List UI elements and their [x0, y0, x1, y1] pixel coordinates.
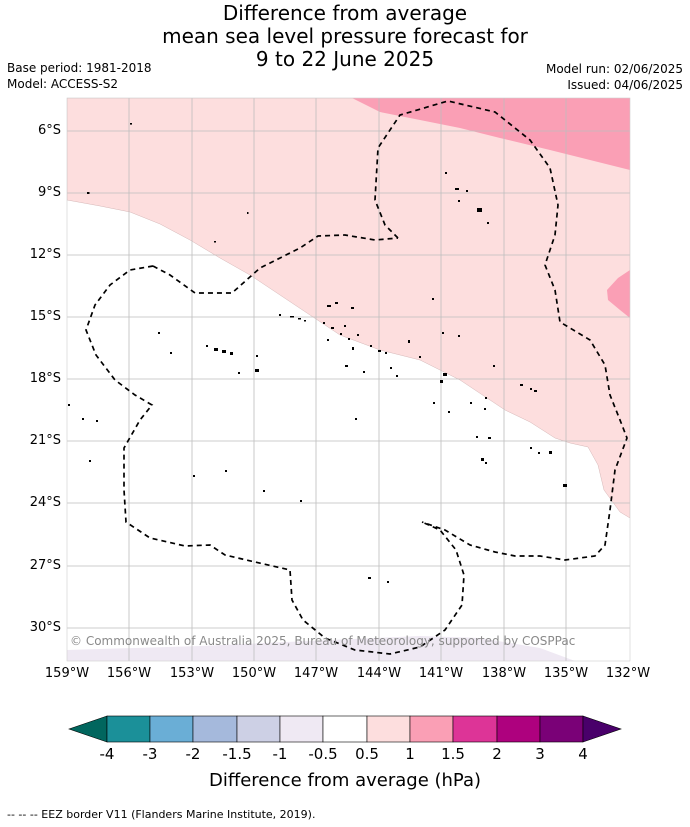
colorbar: [68, 715, 622, 743]
colorbar-segment-3: [192, 715, 238, 743]
colorbar-segment-2: [149, 715, 194, 743]
colorbar-tick: 0.5: [355, 745, 379, 763]
eez-border-southwest: [85, 265, 465, 655]
lon-label-144w: 144°W: [356, 666, 402, 681]
lon-label-132w: 132°W: [605, 666, 651, 681]
colorbar-label: Difference from average (hPa): [208, 770, 482, 791]
base-period: Base period: 1981-2018: [7, 61, 152, 75]
colorbar-tick: -4: [99, 745, 115, 763]
anomaly-region-light-pink: [67, 98, 630, 519]
eez-legend-footer: -- -- -- EEZ border V11 (Flanders Marine…: [7, 808, 316, 821]
colorbar-arrow-left: [68, 715, 108, 743]
colorbar-tick: -2: [185, 745, 201, 763]
colorbar-tick: 4: [578, 745, 588, 763]
colorbar-tick: 1: [405, 745, 415, 763]
colorbar-segment-9: [452, 715, 498, 743]
anomaly-region-pink-north: [352, 98, 630, 170]
lat-label-24s: 24°S: [29, 495, 61, 510]
colorbar-tick: 1.5: [441, 745, 465, 763]
colorbar-segment-8: [409, 715, 454, 743]
colorbar-segment-1: [106, 715, 151, 743]
lon-label-141w: 141°W: [418, 666, 464, 681]
lat-label-30s: 30°S: [29, 620, 61, 635]
lon-label-150w: 150°W: [231, 666, 277, 681]
title-line-3: 9 to 22 June 2025: [255, 47, 435, 71]
map-frame: [66, 97, 631, 662]
eez-border-central: [152, 234, 399, 294]
colorbar-arrow-right: [582, 715, 622, 743]
model-run: Model run: 02/06/2025: [545, 62, 683, 76]
colorbar-segment-4: [236, 715, 281, 743]
title-line-1: Difference from average: [222, 1, 468, 25]
meta-right: Model run: 02/06/2025 Issued: 04/06/2025: [546, 61, 683, 93]
colorbar-tick: 3: [535, 745, 545, 763]
lon-label-135w: 135°W: [543, 666, 589, 681]
anomaly-region-pink-east: [607, 270, 630, 318]
colorbar-segment-7: [366, 715, 411, 743]
islands: [68, 123, 567, 583]
lon-label-147w: 147°W: [293, 666, 339, 681]
copyright-notice: © Commonwealth of Australia 2025, Bureau…: [70, 634, 576, 648]
issued-date: Issued: 04/06/2025: [567, 78, 683, 92]
lat-label-18s: 18°S: [29, 371, 61, 386]
eez-borders: [85, 100, 628, 655]
meta-left: Base period: 1981-2018 Model: ACCESS-S2: [7, 60, 152, 92]
anomaly-region-lavender: [67, 636, 575, 661]
lon-label-159w: 159°W: [44, 666, 90, 681]
lat-label-6s: 6°S: [37, 123, 61, 138]
lon-label-156w: 156°W: [106, 666, 152, 681]
colorbar-tick: 2: [492, 745, 502, 763]
lon-label-153w: 153°W: [169, 666, 215, 681]
map-title: Difference from average mean sea level p…: [0, 2, 690, 71]
colorbar-tick: -0.5: [308, 745, 338, 763]
lon-label-138w: 138°W: [481, 666, 527, 681]
colorbar-segment-6: [322, 715, 368, 743]
eez-border-northeast: [374, 100, 628, 561]
colorbar-tick: -3: [142, 745, 158, 763]
lat-label-21s: 21°S: [29, 433, 61, 448]
lat-label-12s: 12°S: [29, 247, 61, 262]
lat-label-9s: 9°S: [37, 185, 61, 200]
lat-label-15s: 15°S: [29, 309, 61, 324]
colorbar-tick: -1: [272, 745, 288, 763]
title-line-2: mean sea level pressure forecast for: [162, 24, 528, 48]
colorbar-segment-5: [279, 715, 324, 743]
colorbar-segment-11: [539, 715, 584, 743]
colorbar-tick: -1.5: [222, 745, 252, 763]
colorbar-segment-10: [496, 715, 541, 743]
model-name: Model: ACCESS-S2: [7, 77, 119, 91]
lat-label-27s: 27°S: [29, 558, 61, 573]
graticule: [67, 98, 630, 661]
